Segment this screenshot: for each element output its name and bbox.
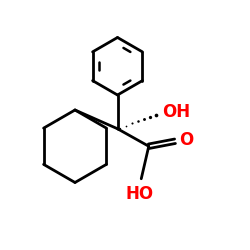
- Text: OH: OH: [162, 103, 190, 121]
- Text: HO: HO: [126, 185, 154, 203]
- Text: O: O: [180, 131, 194, 149]
